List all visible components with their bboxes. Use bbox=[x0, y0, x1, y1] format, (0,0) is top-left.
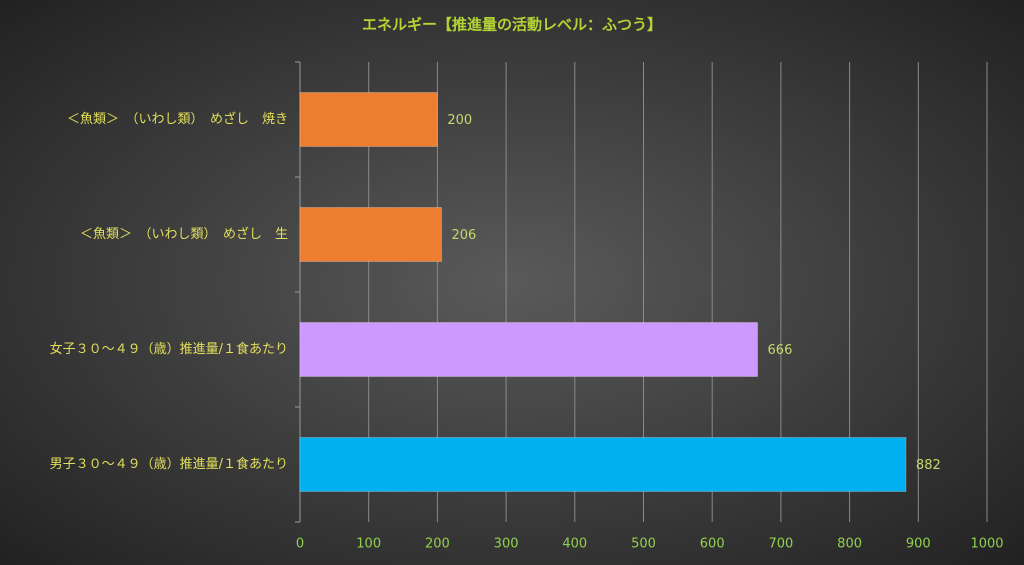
chart-title: エネルギー【推進量の活動レベル：ふつう】 bbox=[362, 16, 662, 34]
x-tick-label: 500 bbox=[631, 537, 656, 552]
data-label: 882 bbox=[916, 458, 941, 473]
x-tick-label: 400 bbox=[562, 537, 587, 552]
data-label: 666 bbox=[768, 343, 793, 358]
y-tick-label: 男子３０～４９（歳）推進量/１食あたり bbox=[50, 456, 288, 472]
x-tick-label: 800 bbox=[837, 537, 862, 552]
y-tick-label: ＜魚類＞ （いわし類） めざし 生 bbox=[80, 226, 288, 242]
bar bbox=[299, 92, 438, 147]
data-label: 200 bbox=[447, 113, 472, 128]
y-tick-label: ＜魚類＞ （いわし類） めざし 焼き bbox=[67, 111, 288, 127]
x-tick-label: 1000 bbox=[970, 537, 1003, 552]
x-tick-label: 700 bbox=[768, 537, 793, 552]
x-tick-label: 300 bbox=[494, 537, 519, 552]
x-tick-label: 900 bbox=[906, 537, 931, 552]
x-tick-label: 0 bbox=[296, 537, 304, 552]
bar bbox=[299, 322, 759, 377]
x-tick-label: 100 bbox=[356, 537, 381, 552]
x-tick-label: 200 bbox=[425, 537, 450, 552]
x-tick-label: 600 bbox=[700, 537, 725, 552]
bar bbox=[299, 207, 443, 262]
y-tick-label: 女子３０～４９（歳）推進量/１食あたり bbox=[50, 341, 288, 357]
data-label: 206 bbox=[452, 228, 477, 243]
bar bbox=[299, 437, 907, 492]
